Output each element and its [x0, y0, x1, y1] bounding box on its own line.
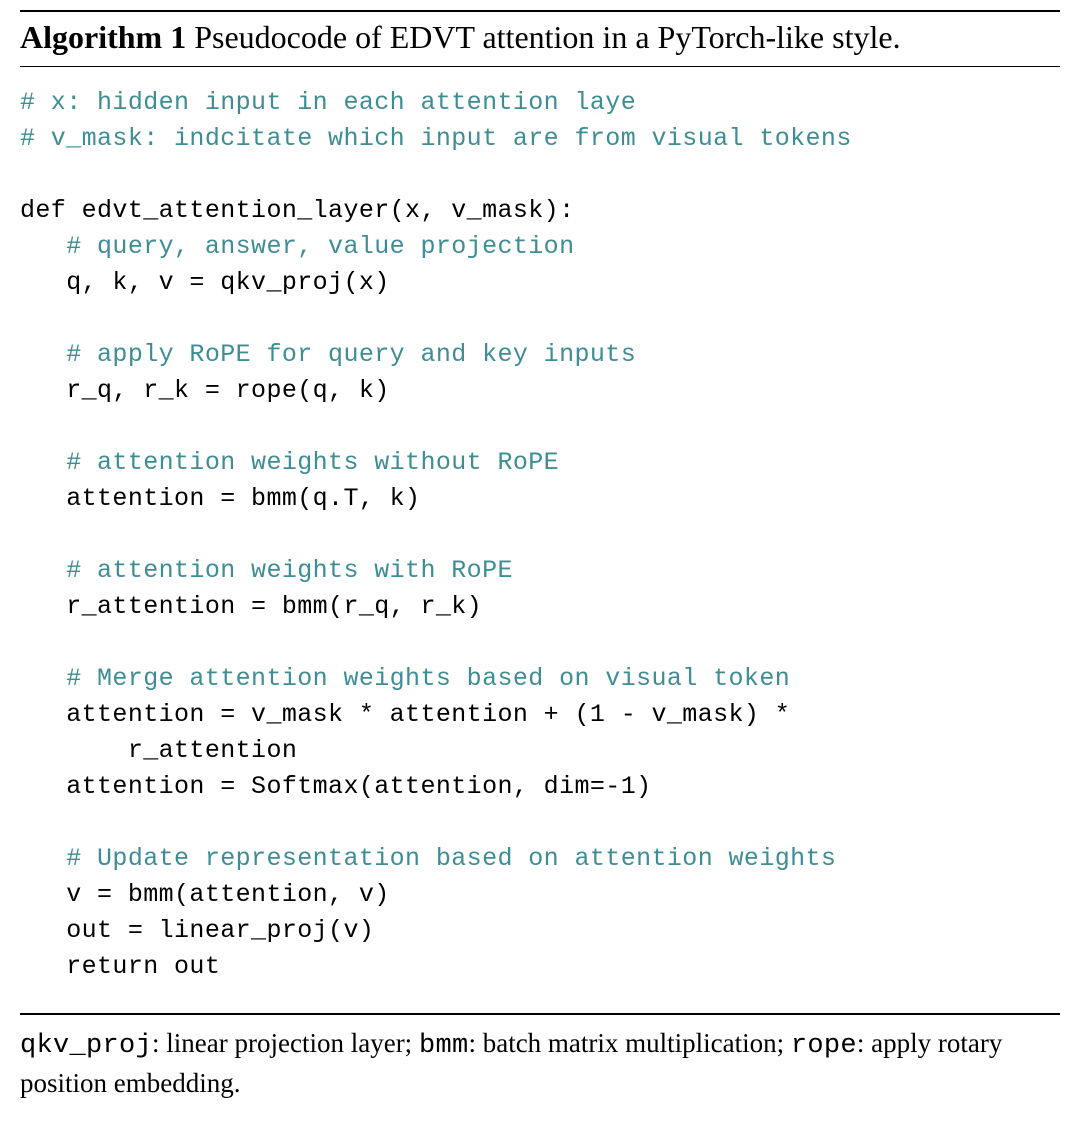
algorithm-title: Pseudocode of EDVT attention in a PyTorc… — [186, 19, 900, 55]
bottom-rule — [20, 1013, 1060, 1015]
code-line: v = bmm(attention, v) — [20, 880, 390, 909]
algorithm-footnote: qkv_proj: linear projection layer; bmm: … — [20, 1025, 1060, 1103]
code-line: q, k, v = qkv_proj(x) — [20, 268, 390, 297]
footnote-term: rope — [791, 1031, 857, 1061]
code-comment: # attention weights with RoPE — [20, 556, 513, 585]
top-rule — [20, 10, 1060, 12]
code-line: attention = v_mask * attention + (1 - v_… — [20, 700, 790, 729]
algorithm-block: Algorithm 1 Pseudocode of EDVT attention… — [0, 0, 1080, 1122]
code-line: attention = Softmax(attention, dim=-1) — [20, 772, 652, 801]
pseudocode-listing: # x: hidden input in each attention laye… — [20, 85, 1060, 985]
footnote-text: : batch matrix multiplication; — [468, 1028, 790, 1058]
footnote-term: proj — [86, 1031, 152, 1061]
code-comment: # query, answer, value projection — [20, 232, 575, 261]
code-line: def edvt_attention_layer(x, v_mask): — [20, 196, 575, 225]
algorithm-caption: Algorithm 1 Pseudocode of EDVT attention… — [20, 16, 1060, 58]
code-line: attention = bmm(q.T, k) — [20, 484, 420, 513]
code-comment: # x: hidden input in each attention laye — [20, 88, 636, 117]
footnote-term: qkv — [20, 1031, 70, 1061]
footnote-text: : linear projection layer; — [152, 1028, 419, 1058]
caption-rule — [20, 66, 1060, 67]
code-line: r_attention — [20, 736, 297, 765]
footnote-term: bmm — [419, 1031, 469, 1061]
algorithm-label: Algorithm 1 — [20, 19, 186, 55]
code-comment: # Update representation based on attenti… — [20, 844, 836, 873]
code-line: out = linear_proj(v) — [20, 916, 374, 945]
footnote-term: _ — [70, 1031, 87, 1061]
code-line: return out — [20, 952, 220, 981]
code-line: r_q, r_k = rope(q, k) — [20, 376, 390, 405]
code-comment: # apply RoPE for query and key inputs — [20, 340, 636, 369]
code-comment: # attention weights without RoPE — [20, 448, 559, 477]
code-line: r_attention = bmm(r_q, r_k) — [20, 592, 482, 621]
code-comment: # v_mask: indcitate which input are from… — [20, 124, 852, 153]
code-comment: # Merge attention weights based on visua… — [20, 664, 790, 693]
